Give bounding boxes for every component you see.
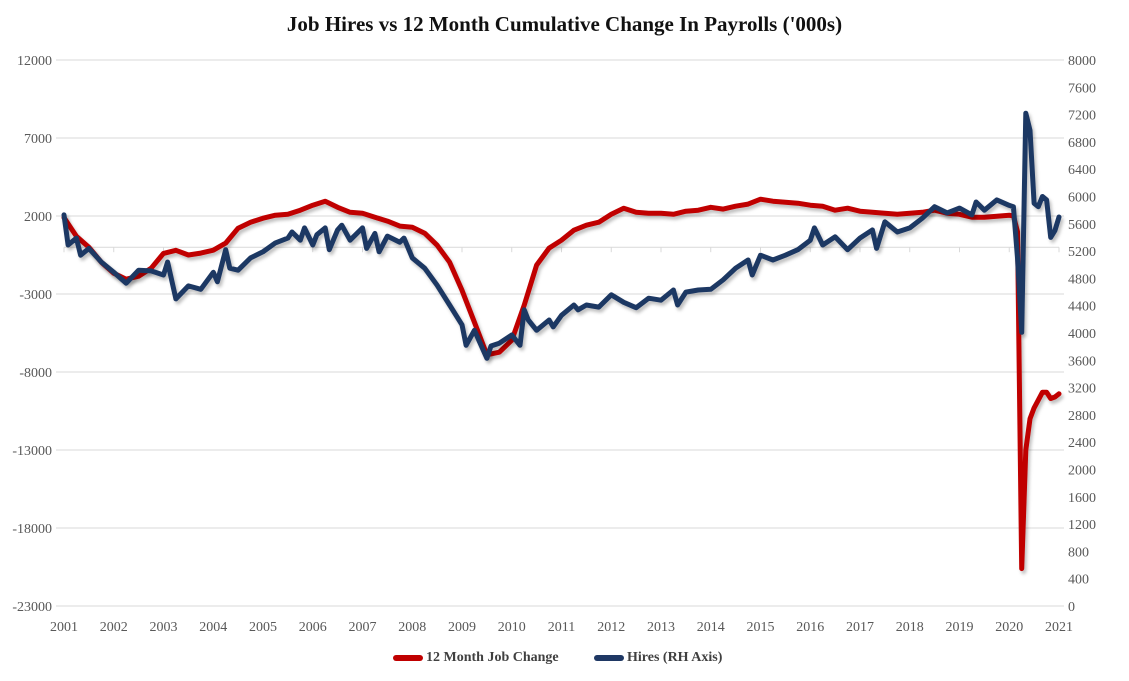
y-right-tick-label: 1200: [1068, 518, 1096, 533]
right-y-axis: 8000760072006800640060005600520048004400…: [1068, 54, 1096, 615]
x-tick-label: 2001: [50, 620, 78, 635]
series-line-hires: [61, 110, 1062, 361]
y-right-tick-label: 7200: [1068, 109, 1096, 124]
left-y-axis: 12000 7000 2000 -3000 -8000 -13000 -18000 -2300…: [12, 54, 52, 615]
y-right-tick-label: 5600: [1068, 218, 1096, 233]
x-tick-label: 2003: [150, 620, 178, 635]
y-right-tick-label: 400: [1068, 573, 1089, 588]
y-left-tick-label: 12000: [17, 54, 52, 69]
x-axis: 2001 2002 2003 2004 2005 2006 2007 2008 2009 2010…: [50, 246, 1073, 635]
legend-label: Hires (RH Axis): [627, 650, 723, 665]
y-right-tick-label: 6400: [1068, 163, 1096, 178]
y-right-tick-label: 1600: [1068, 491, 1096, 506]
y-right-tick-label: 2800: [1068, 409, 1096, 424]
x-tick-label: 2009: [448, 620, 476, 635]
x-tick-label: 2004: [199, 620, 227, 635]
x-tick-label: 2020: [995, 620, 1023, 635]
y-right-tick-label: 2400: [1068, 436, 1096, 451]
y-right-tick-label: 8000: [1068, 54, 1096, 69]
y-right-tick-label: 7600: [1068, 81, 1096, 96]
y-left-tick-label: -23000: [12, 600, 52, 615]
x-tick-label: 2015: [747, 620, 775, 635]
legend-item-job-change: 12 Month Job Change: [393, 650, 559, 666]
y-right-tick-label: 3600: [1068, 354, 1096, 369]
x-tick-label: 2005: [249, 620, 277, 635]
x-tick-label: 2019: [946, 620, 974, 635]
y-right-tick-label: 2000: [1068, 464, 1096, 479]
x-tick-label: 2008: [398, 620, 426, 635]
legend-swatch-navy: [594, 655, 624, 661]
x-tick-label: 2016: [796, 620, 824, 635]
x-tick-label: 2021: [1045, 620, 1073, 635]
y-left-tick-label: -8000: [19, 366, 52, 381]
x-tick-label: 2002: [100, 620, 128, 635]
x-tick-label: 2011: [548, 620, 575, 635]
x-tick-label: 2013: [647, 620, 675, 635]
y-right-tick-label: 3200: [1068, 382, 1096, 397]
legend-swatch-red: [393, 655, 423, 661]
y-left-tick-label: -18000: [12, 522, 52, 537]
x-tick-label: 2010: [498, 620, 526, 635]
x-tick-label: 2007: [349, 620, 377, 635]
y-right-tick-label: 800: [1068, 545, 1089, 560]
y-right-tick-label: 4800: [1068, 272, 1096, 287]
y-left-tick-label: 2000: [24, 210, 52, 225]
x-tick-label: 2012: [597, 620, 625, 635]
y-left-tick-label: -13000: [12, 444, 52, 459]
y-right-tick-label: 5200: [1068, 245, 1096, 260]
y-left-tick-label: 7000: [24, 132, 52, 147]
series-lines: [61, 110, 1062, 572]
y-right-tick-label: 0: [1068, 600, 1075, 615]
x-tick-label: 2014: [697, 620, 725, 635]
x-tick-label: 2018: [896, 620, 924, 635]
y-right-tick-label: 4000: [1068, 327, 1096, 342]
y-right-tick-label: 4400: [1068, 300, 1096, 315]
y-right-tick-label: 6000: [1068, 191, 1096, 206]
legend-label: 12 Month Job Change: [426, 650, 559, 665]
x-tick-label: 2017: [846, 620, 874, 635]
legend-item-hires: Hires (RH Axis): [594, 650, 722, 666]
y-left-tick-label: -3000: [19, 288, 52, 303]
series-line-12-month-job-change: [61, 196, 1062, 572]
x-tick-label: 2006: [299, 620, 327, 635]
gridlines: [56, 59, 1064, 607]
chart-title: Job Hires vs 12 Month Cumulative Change …: [286, 12, 843, 36]
y-right-tick-label: 6800: [1068, 136, 1096, 151]
